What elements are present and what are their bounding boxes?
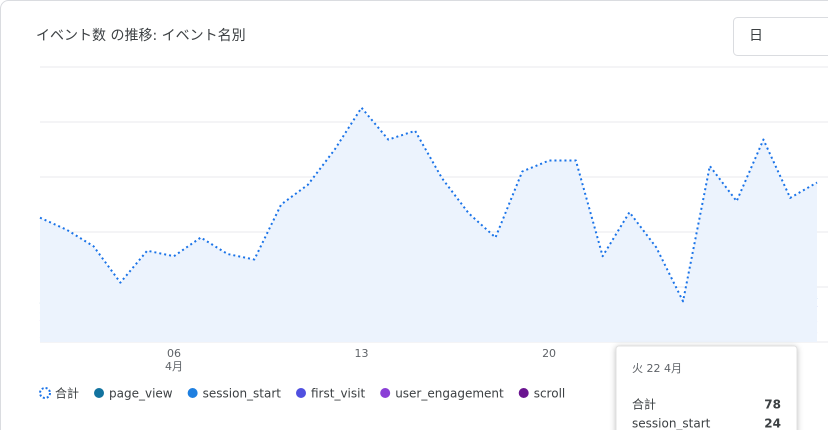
- legend-marker: [39, 387, 51, 399]
- legend-label: session_start: [203, 387, 282, 401]
- legend-marker: [380, 388, 391, 398]
- legend-marker: [94, 388, 105, 398]
- x-tick-label: 20: [542, 347, 556, 360]
- legend-item[interactable]: user_engagement: [380, 387, 504, 401]
- legend-label: page_view: [109, 387, 173, 401]
- tooltip: 火 22 4月 合計 78 session_start 24: [615, 345, 798, 430]
- legend-label: scroll: [534, 387, 566, 401]
- legend-label: first_visit: [311, 387, 365, 401]
- legend-item[interactable]: page_view: [94, 387, 173, 401]
- tooltip-name: 合計: [632, 397, 656, 412]
- chart-title: イベント数 の推移: イベント名別: [36, 28, 246, 44]
- legend-item[interactable]: first_visit: [296, 387, 365, 401]
- legend-item[interactable]: scroll: [518, 387, 566, 401]
- dropdown[interactable]: [733, 17, 828, 56]
- legend: 合計 page_view session_start first_visit user_…: [39, 386, 566, 401]
- tooltip-box: [615, 345, 798, 430]
- tooltip-name: session_start: [632, 417, 711, 430]
- dropdown-label: 日: [749, 28, 763, 44]
- legend-marker: [296, 388, 306, 398]
- legend-marker: [187, 388, 198, 398]
- tooltip-value: 78: [764, 398, 781, 412]
- line: [39, 106, 818, 303]
- tooltip-value: 24: [764, 417, 781, 430]
- legend-label: user_engagement: [395, 387, 504, 401]
- x-tick-label: 06: [167, 347, 181, 360]
- area: [40, 107, 817, 342]
- legend-item[interactable]: 合計: [39, 386, 79, 401]
- legend-item[interactable]: session_start: [187, 387, 282, 401]
- tooltip-date: 火 22 4月: [632, 362, 682, 375]
- plot: 064月132027: [39, 66, 828, 373]
- legend-marker: [518, 388, 529, 398]
- x-tick-label: 13: [355, 347, 369, 360]
- legend-label: 合計: [55, 386, 79, 401]
- x-month-label: 4月: [165, 360, 183, 373]
